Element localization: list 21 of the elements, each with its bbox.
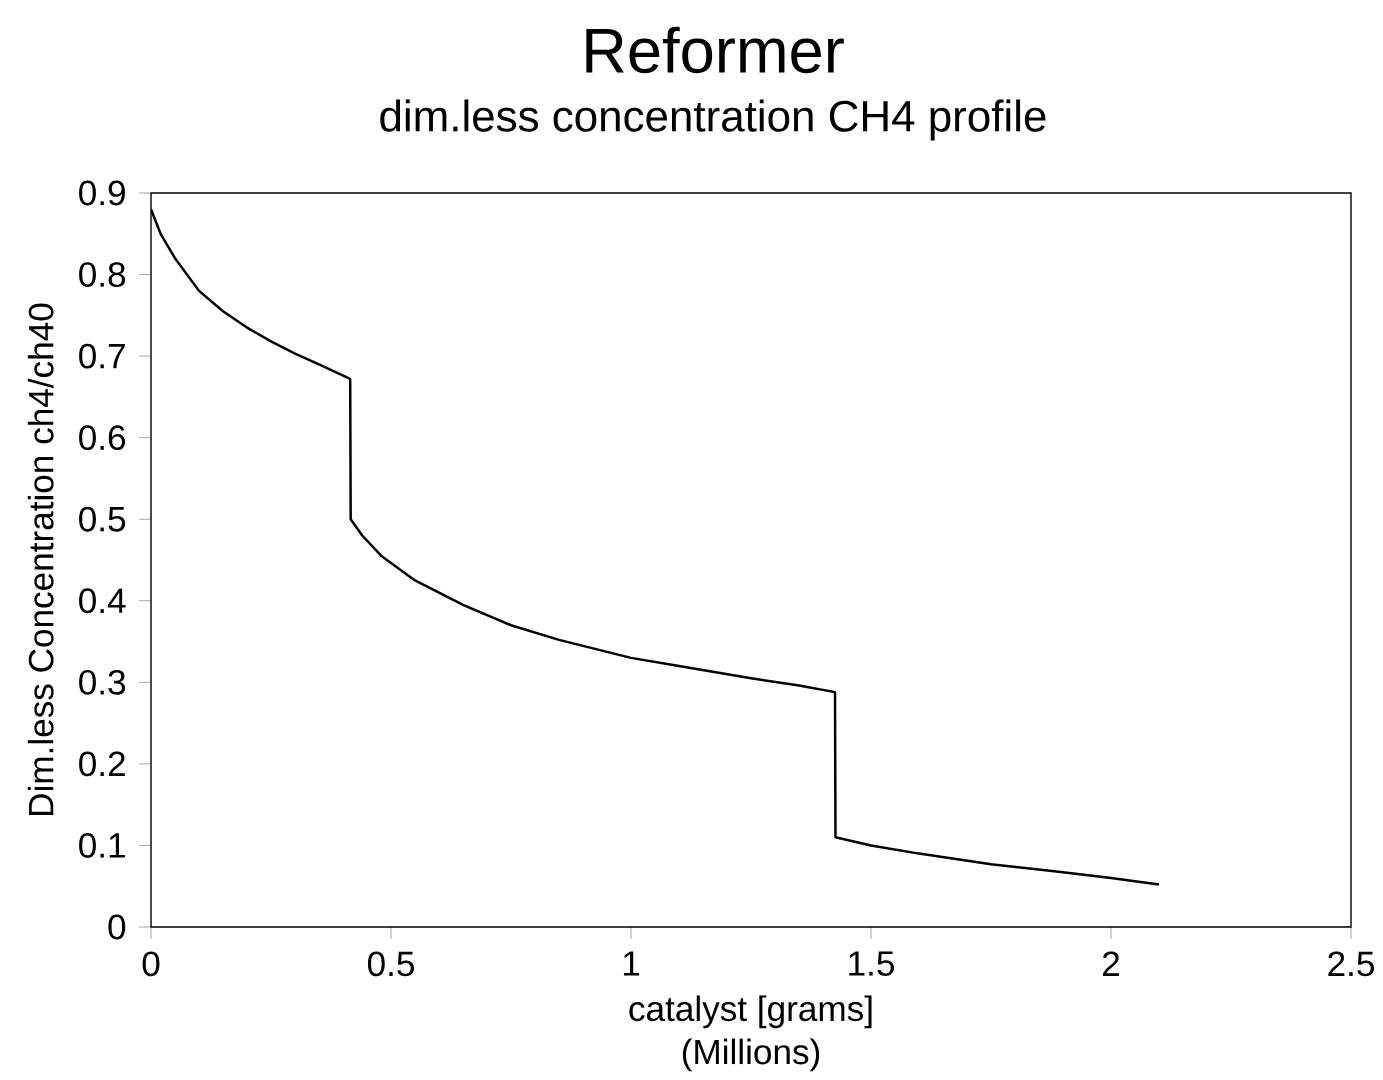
y-tick-label: 0.7 [79,343,125,369]
x-tick-label: 2.5 [1328,951,1374,977]
y-tick-label: 0.6 [79,425,126,451]
y-tick-label: 0.3 [79,669,126,695]
x-tick-label: 1 [623,951,640,976]
x-axis-title: catalyst [grams] [629,995,872,1029]
x-tick-label: 1.5 [849,951,894,976]
y-tick-label: 0.2 [79,751,125,777]
chart-subtitle: dim.less concentration CH4 profile [380,99,1046,141]
text: (Millions) [682,1038,820,1072]
x-tick-label: 0.5 [367,951,414,977]
y-tick-label: 0.9 [79,180,125,206]
y-tick-label: 0.4 [79,588,126,614]
y-tick-label: 0.8 [79,262,126,287]
y-tick-label: 0 [108,914,126,940]
x-tick-label: 0 [142,951,160,977]
chart-title: Reformer [586,26,844,74]
y-tick-label: 0.5 [79,506,126,532]
y-tick-label: 0.1 [79,833,125,858]
y-axis-title: Dim.less Concentration ch4/ch40 [27,303,54,815]
x-tick-label: 2 [1102,951,1120,976]
